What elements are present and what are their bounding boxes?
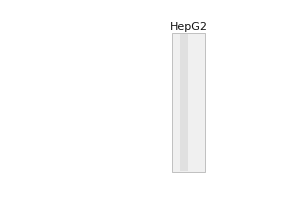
Text: HepG2: HepG2: [169, 22, 208, 32]
FancyBboxPatch shape: [180, 34, 188, 171]
FancyBboxPatch shape: [172, 33, 205, 172]
